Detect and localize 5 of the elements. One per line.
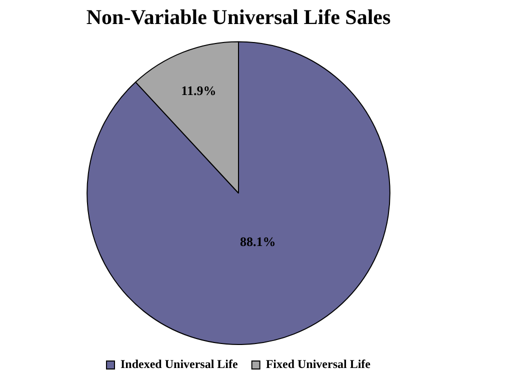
legend-label: Indexed Universal Life (120, 357, 239, 372)
data-label: 11.9% (181, 82, 216, 98)
legend-label: Fixed Universal Life (266, 357, 372, 372)
data-label: 88.1% (240, 234, 276, 249)
chart-title: Non-Variable Universal Life Sales (86, 5, 391, 30)
